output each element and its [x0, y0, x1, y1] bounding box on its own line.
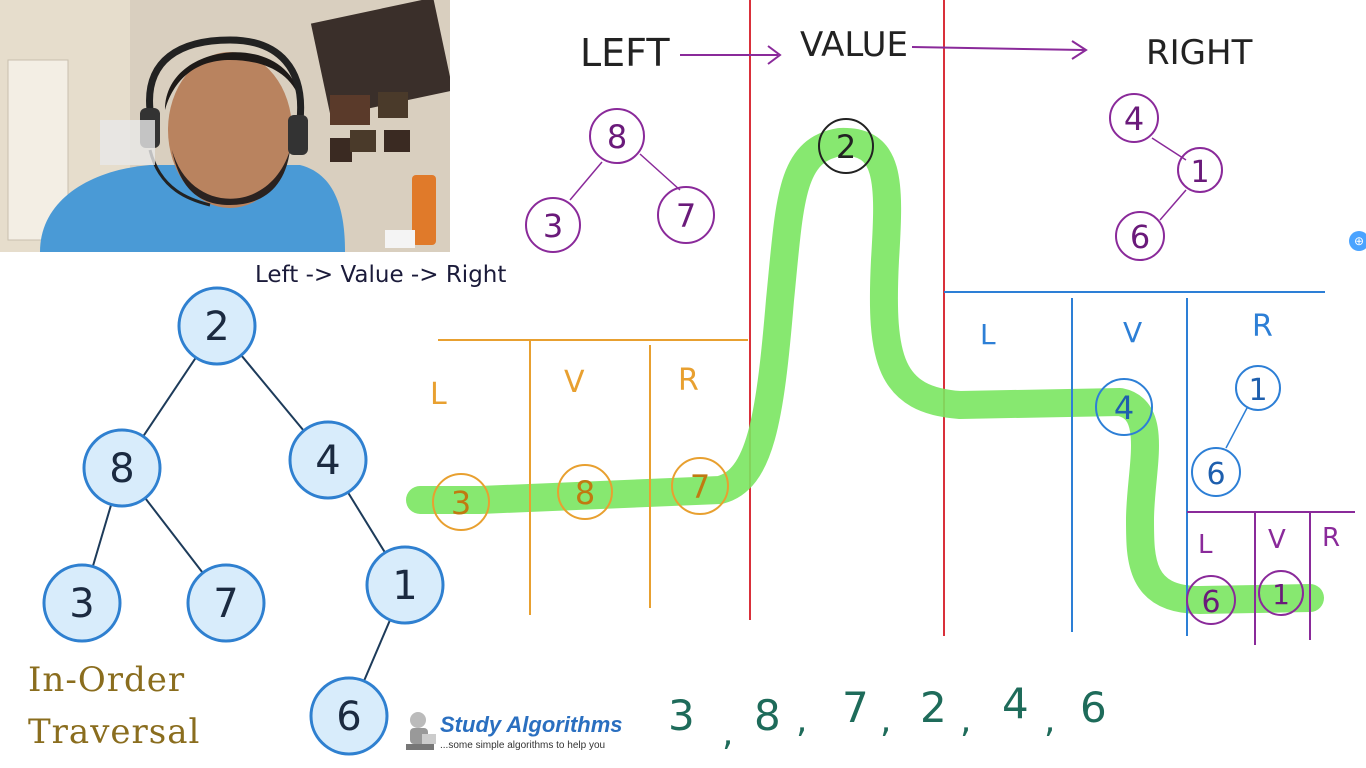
left-table-col-v: V	[564, 365, 585, 400]
main-tree-node-label: 2	[204, 304, 229, 350]
webcam-scene	[0, 0, 450, 252]
brand-name: Study Algorithms	[440, 712, 623, 737]
traversal-result: 3 , 8 , 7 , 2 , 4 , 6	[668, 679, 1107, 754]
result-separator: ,	[960, 700, 971, 741]
left-table-node-3-label: 3	[451, 484, 471, 522]
inner-table-col-v: V	[1268, 525, 1286, 555]
right-table-col-r: R	[1252, 309, 1273, 344]
left-subtree-node-8	[589, 108, 645, 164]
left-table-node-7	[671, 457, 729, 515]
inner-table: L V R 6 1	[1186, 511, 1355, 645]
left-table-col-r: R	[678, 363, 699, 398]
right-subtree-edge	[1151, 137, 1187, 161]
left-subtree-node-3	[525, 197, 581, 253]
main-tree-node-1	[365, 545, 445, 625]
result-separator: ,	[796, 700, 807, 741]
left-subtree-node-8-label: 8	[607, 118, 627, 156]
left-table-col-l: L	[430, 377, 447, 412]
main-tree-node-3	[42, 563, 122, 643]
left-subtree-edge	[569, 161, 603, 201]
right-subtree-node-4-label: 4	[1124, 100, 1144, 138]
main-tree-node-label: 6	[336, 694, 361, 740]
result-separator: ,	[880, 700, 891, 741]
main-tree-node-2	[177, 286, 257, 366]
brand-mascot-icon	[406, 712, 436, 750]
header-value: VALUE	[800, 25, 908, 65]
arrow-value-to-right	[911, 46, 1085, 51]
right-subtree-node-4	[1109, 93, 1159, 143]
header-left: LEFT	[580, 31, 670, 75]
main-tree-node-8	[82, 428, 162, 508]
main-tree-node-7	[186, 563, 266, 643]
header-right: RIGHT	[1146, 33, 1253, 73]
left-subtree-node-7-label: 7	[676, 197, 696, 235]
right-subtree-node-1-label: 1	[1190, 155, 1209, 190]
right-table-node-6	[1191, 447, 1241, 497]
right-table-edge	[1225, 407, 1248, 449]
inner-table-node-1-label: 1	[1272, 578, 1290, 611]
right-subtree: 4 1 6	[1109, 93, 1223, 261]
right-table-col-v: V	[1123, 316, 1142, 349]
right-table-node-4	[1095, 378, 1153, 436]
root-value-label: 2	[836, 128, 856, 166]
right-subtree-node-6	[1115, 211, 1165, 261]
brand-logo: Study Algorithms ...some simple algorith…	[402, 710, 623, 763]
result-separator: ,	[1044, 700, 1055, 741]
brand-tagline: ...some simple algorithms to help you	[440, 740, 606, 751]
right-table-node-6-label: 6	[1206, 457, 1225, 492]
left-table-node-3	[432, 473, 490, 531]
left-table-node-8-label: 8	[575, 474, 595, 512]
inner-table-col-r: R	[1322, 523, 1340, 553]
left-table-node-7-label: 7	[690, 468, 710, 506]
inner-table-col-l: L	[1198, 530, 1213, 560]
arrow-left-to-value-head	[767, 45, 782, 65]
edge-overlay-icon[interactable]: ⊕	[1349, 231, 1366, 251]
traversal-highlight-path	[406, 127, 1324, 614]
right-table-node-1-label: 1	[1248, 373, 1267, 408]
result-item: 6	[1080, 683, 1107, 732]
main-tree: 2 8 4 3 7 1 6	[42, 286, 445, 756]
page-title: In-Order Traversal	[28, 654, 200, 758]
right-subtree-edge	[1159, 189, 1187, 221]
left-subtree-edge	[639, 153, 681, 191]
right-subtree-node-1	[1177, 147, 1223, 193]
main-tree-node-label: 3	[69, 581, 94, 627]
main-tree-node-4	[288, 420, 368, 500]
result-item: 8	[754, 691, 781, 740]
left-subtree: 8 3 7	[525, 108, 715, 253]
right-table-col-l: L	[980, 318, 996, 351]
right-table-node-4-label: 4	[1114, 389, 1134, 427]
result-item: 4	[1002, 679, 1029, 728]
inner-table-node-6	[1186, 575, 1236, 625]
right-table-node-1	[1235, 365, 1281, 411]
main-tree-node-label: 1	[392, 563, 417, 609]
root-value-node	[818, 118, 874, 174]
right-table: L V R 4 1 6	[944, 291, 1325, 636]
result-item: 2	[920, 683, 947, 732]
webcam-video	[0, 0, 450, 252]
result-separator: ,	[722, 713, 733, 754]
right-subtree-node-6-label: 6	[1130, 218, 1150, 256]
main-tree-node-6	[309, 676, 389, 756]
result-item: 7	[842, 683, 869, 732]
traversal-order-subtitle: Left -> Value -> Right	[255, 262, 507, 288]
left-subtree-node-7	[657, 186, 715, 244]
left-subtree-node-3-label: 3	[543, 207, 563, 245]
left-table: L V R 3 8 7	[430, 339, 748, 615]
main-tree-node-label: 4	[315, 438, 340, 484]
title-line-1: In-Order	[28, 660, 186, 700]
main-tree-node-label: 7	[213, 581, 238, 627]
arrow-value-to-right-head	[1071, 40, 1088, 60]
main-tree-node-label: 8	[109, 446, 134, 492]
left-table-node-8	[557, 464, 613, 520]
inner-table-node-6-label: 6	[1201, 585, 1220, 620]
title-line-2: Traversal	[28, 712, 201, 752]
inner-table-node-1	[1258, 570, 1304, 616]
result-item: 3	[668, 691, 695, 740]
